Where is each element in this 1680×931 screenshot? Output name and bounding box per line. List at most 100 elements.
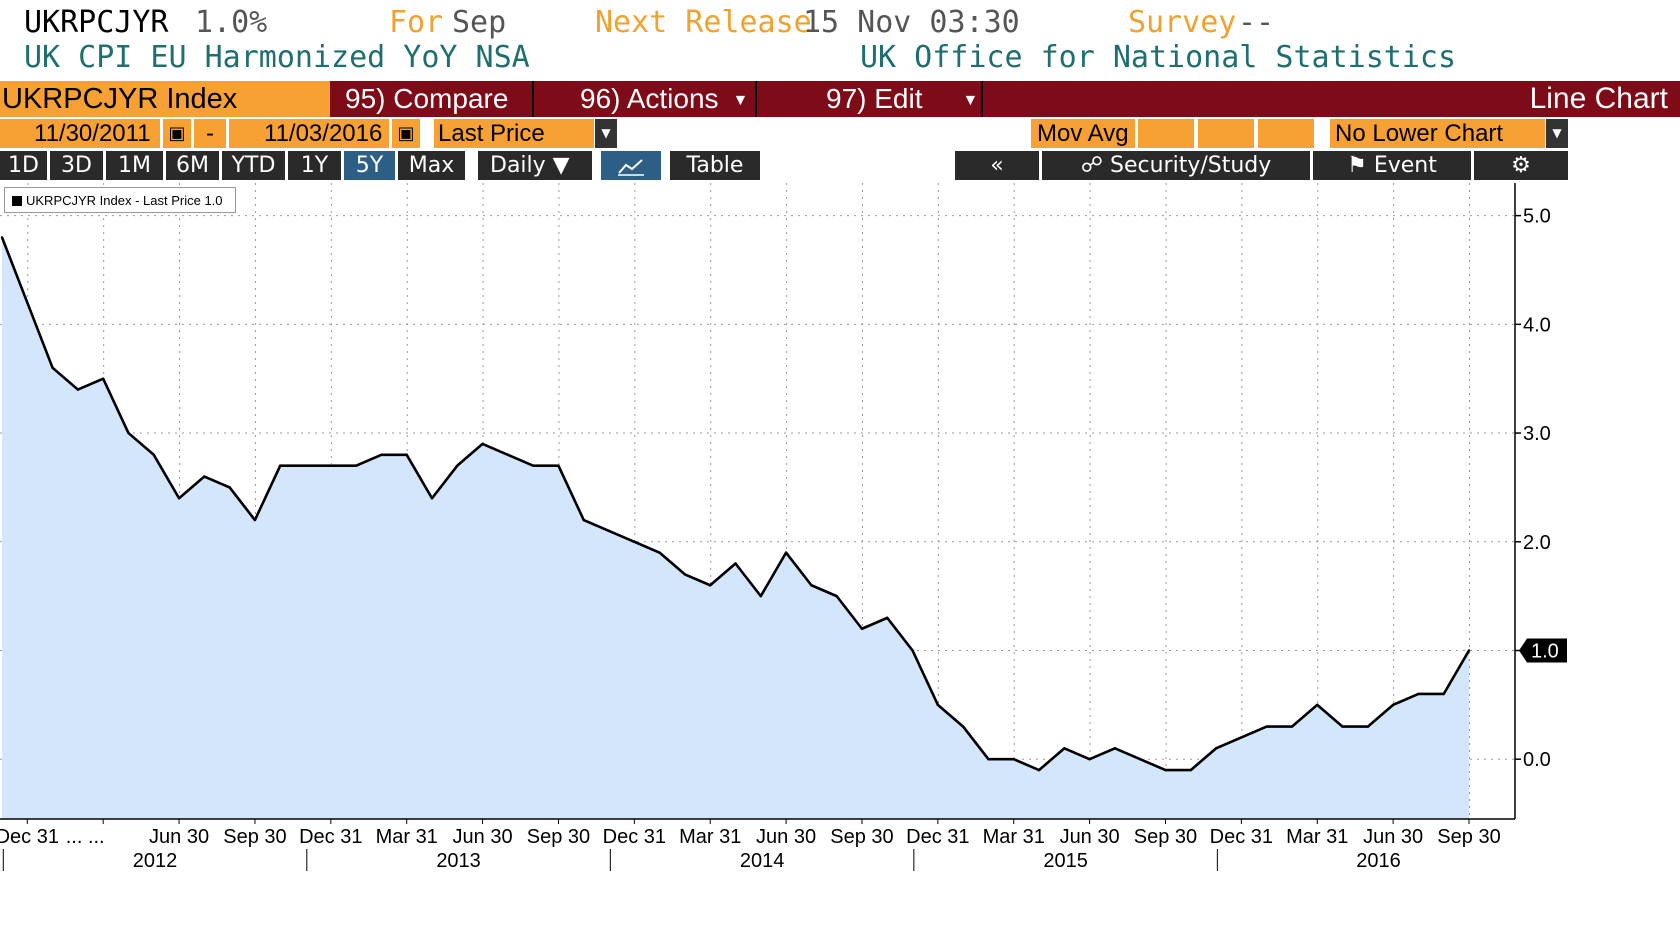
event-label: Event — [1373, 153, 1437, 178]
period-3d-button[interactable]: 3D — [50, 151, 103, 180]
security-description: UK CPI EU Harmonized YoY NSA — [24, 40, 530, 75]
calendar-icon[interactable]: ▣ — [163, 119, 191, 148]
x-tick-label: Jun 30 — [1060, 826, 1120, 848]
chart-type-label[interactable]: Line Chart — [1529, 82, 1668, 115]
period-ytd-button[interactable]: YTD — [222, 151, 285, 180]
field-select[interactable]: Last Price — [434, 119, 594, 148]
data-point — [961, 725, 965, 728]
calendar-icon[interactable]: ▣ — [392, 119, 420, 148]
last-value-label: 1.0 — [1531, 640, 1559, 662]
lower-chart-select[interactable]: No Lower Chart — [1330, 119, 1545, 148]
data-point — [152, 453, 155, 456]
x-tick-label: ... ... — [66, 826, 105, 848]
year-label: 2016 — [1356, 850, 1401, 872]
period-5y-button[interactable]: 5Y — [344, 151, 395, 180]
data-point — [481, 442, 484, 446]
period-max-button[interactable]: Max — [398, 151, 465, 180]
data-point — [76, 388, 80, 391]
data-point — [886, 616, 889, 620]
data-point — [1417, 692, 1420, 696]
year-label: 2015 — [1043, 850, 1088, 872]
toolbar-divider — [532, 81, 534, 117]
data-point — [456, 464, 459, 467]
data-point — [557, 464, 560, 467]
rewind-icon[interactable]: « — [955, 151, 1039, 180]
data-point — [658, 551, 661, 554]
data-source: UK Office for National Statistics — [860, 40, 1457, 75]
x-tick-label: Mar 31 — [376, 826, 438, 848]
legend-label: UKRPCJYR Index - Last Price 1.0 — [26, 193, 223, 208]
data-point — [177, 497, 181, 500]
survey-value: -- — [1238, 5, 1275, 40]
period-1y-button[interactable]: 1Y — [288, 151, 341, 180]
chevron-down-icon: ▼ — [732, 91, 749, 109]
toolbar-divider — [981, 81, 983, 117]
event-button[interactable]: ⚑ Event — [1313, 151, 1471, 180]
period-1m-button[interactable]: 1M — [106, 151, 163, 180]
data-point — [1012, 758, 1015, 761]
security-study-button[interactable]: ☍ Security/Study — [1042, 151, 1310, 180]
x-tick-label: Sep 30 — [1437, 826, 1500, 848]
ticker: UKRPCJYR — [24, 5, 169, 40]
gear-icon[interactable]: ⚙ — [1474, 151, 1568, 180]
mov-avg-field[interactable]: Mov Avg — [1031, 119, 1135, 148]
end-date-field[interactable]: 11/03/2016 — [229, 119, 389, 148]
data-point — [1138, 758, 1142, 761]
y-tick-label: 4.0 — [1523, 314, 1551, 336]
x-tick-label: Sep 30 — [830, 826, 893, 848]
data-point — [1063, 747, 1066, 750]
data-point — [734, 562, 737, 565]
edit-button[interactable]: 97) Edit ▼ — [826, 81, 986, 117]
data-point — [26, 301, 29, 304]
compare-label: 95) Compare — [345, 83, 509, 114]
mov-avg-input-2[interactable] — [1198, 119, 1254, 148]
index-name[interactable]: UKRPCJYR Index — [0, 81, 330, 117]
data-point — [329, 464, 333, 467]
data-point — [1290, 725, 1294, 728]
period-6m-button[interactable]: 6M — [166, 151, 219, 180]
data-point — [1037, 768, 1041, 772]
data-point — [51, 366, 54, 370]
data-point — [1265, 725, 1268, 728]
x-tick-label: Jun 30 — [453, 826, 513, 848]
x-tick-label: Jun 30 — [756, 826, 816, 848]
data-point — [203, 475, 206, 478]
data-point — [835, 594, 838, 598]
x-tick-label: Dec 31 — [0, 826, 59, 848]
chart-line-icon[interactable] — [601, 151, 661, 180]
data-point — [1214, 747, 1218, 750]
year-label: 2013 — [436, 850, 481, 872]
for-period: Sep — [452, 5, 507, 40]
year-label: 2014 — [740, 850, 785, 872]
mov-avg-input-1[interactable] — [1138, 119, 1194, 148]
mov-avg-input-3[interactable] — [1258, 119, 1314, 148]
table-button[interactable]: Table — [670, 151, 760, 180]
data-point — [1366, 725, 1370, 728]
compare-button[interactable]: 95) Compare — [345, 81, 535, 117]
actions-label: 96) Actions — [580, 83, 719, 114]
last-value-marker — [1519, 638, 1567, 663]
data-point — [709, 584, 712, 587]
data-point — [101, 377, 105, 380]
data-point — [354, 464, 358, 467]
data-point — [1189, 768, 1192, 772]
data-point — [279, 464, 282, 467]
data-point — [405, 453, 408, 456]
data-point — [531, 464, 535, 467]
data-point — [987, 758, 990, 761]
period-1d-button[interactable]: 1D — [0, 151, 47, 180]
dropdown-icon[interactable]: ▼ — [595, 119, 617, 148]
chevron-down-icon: ▼ — [962, 91, 979, 109]
edit-label: 97) Edit — [826, 83, 923, 114]
x-tick-label: Dec 31 — [603, 826, 666, 848]
year-label: 2012 — [133, 850, 178, 872]
last-value: 1.0% — [195, 5, 268, 40]
actions-button[interactable]: 96) Actions ▼ — [580, 81, 760, 117]
x-tick-label: Mar 31 — [983, 826, 1045, 848]
start-date-field[interactable]: 11/30/2011 — [0, 119, 160, 148]
data-point — [228, 486, 231, 489]
dropdown-icon[interactable]: ▼ — [1546, 119, 1568, 148]
frequency-select[interactable]: Daily ▼ — [478, 151, 592, 180]
next-release-label: Next Release — [595, 5, 812, 40]
